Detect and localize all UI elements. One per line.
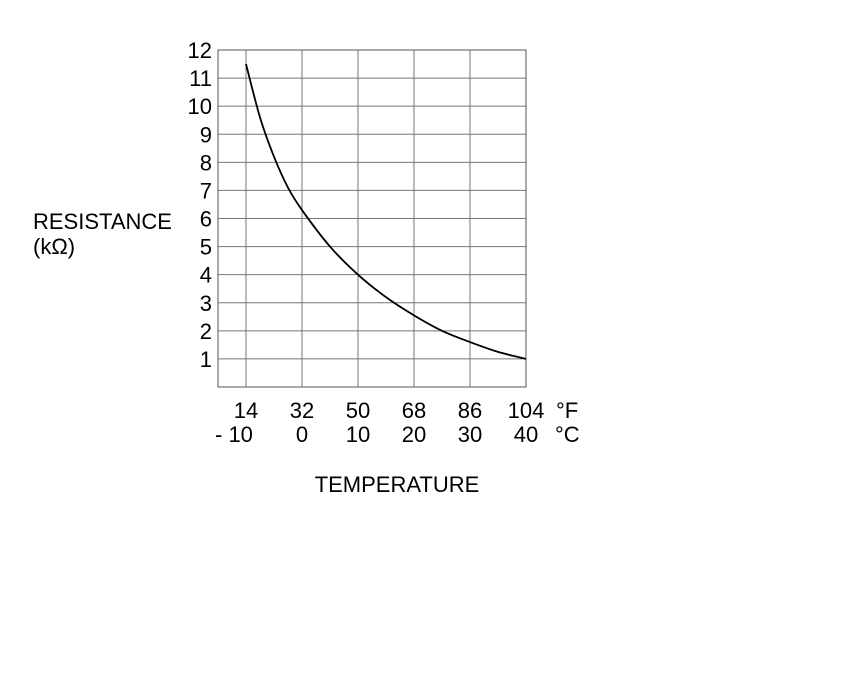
- y-tick-label: 10: [188, 94, 212, 119]
- x-tick-label-fahrenheit: 14: [234, 398, 258, 423]
- x-tick-label-celsius: 40: [514, 422, 538, 447]
- chart-grid: [218, 49, 527, 387]
- unit-celsius: °C: [555, 422, 580, 447]
- x-tick-label-celsius: - 10: [215, 422, 253, 447]
- x-tick-label-celsius: 0: [296, 422, 308, 447]
- y-tick-label: 9: [200, 122, 212, 147]
- y-tick-label: 1: [200, 347, 212, 372]
- x-tick-label-fahrenheit: 50: [346, 398, 370, 423]
- x-tick-label-fahrenheit: 32: [290, 398, 314, 423]
- x-tick-label-fahrenheit: 68: [402, 398, 426, 423]
- resistance-curve: [245, 63, 527, 360]
- y-tick-label: 3: [200, 291, 212, 316]
- x-tick-label-fahrenheit: 104: [508, 398, 545, 423]
- plot-frame: [217, 49, 527, 388]
- y-tick-label: 4: [200, 263, 212, 288]
- y-tick-label: 6: [200, 207, 212, 232]
- y-tick-label: 12: [188, 38, 212, 63]
- y-tick-label: 11: [189, 66, 212, 91]
- x-tick-label-celsius: 10: [346, 422, 370, 447]
- x-tick-label-celsius: 30: [458, 422, 482, 447]
- unit-fahrenheit: °F: [556, 398, 578, 423]
- x-axis-label: TEMPERATURE: [315, 472, 480, 497]
- y-tick-label: 7: [200, 178, 212, 203]
- y-tick-label: 8: [200, 150, 212, 175]
- y-tick-label: 2: [200, 319, 212, 344]
- x-tick-label-celsius: 20: [402, 422, 426, 447]
- x-tick-label-fahrenheit: 86: [458, 398, 482, 423]
- y-axis-label-line-2: (kΩ): [33, 234, 75, 259]
- y-axis-label-line-1: RESISTANCE: [33, 209, 172, 234]
- y-tick-label: 5: [200, 235, 212, 260]
